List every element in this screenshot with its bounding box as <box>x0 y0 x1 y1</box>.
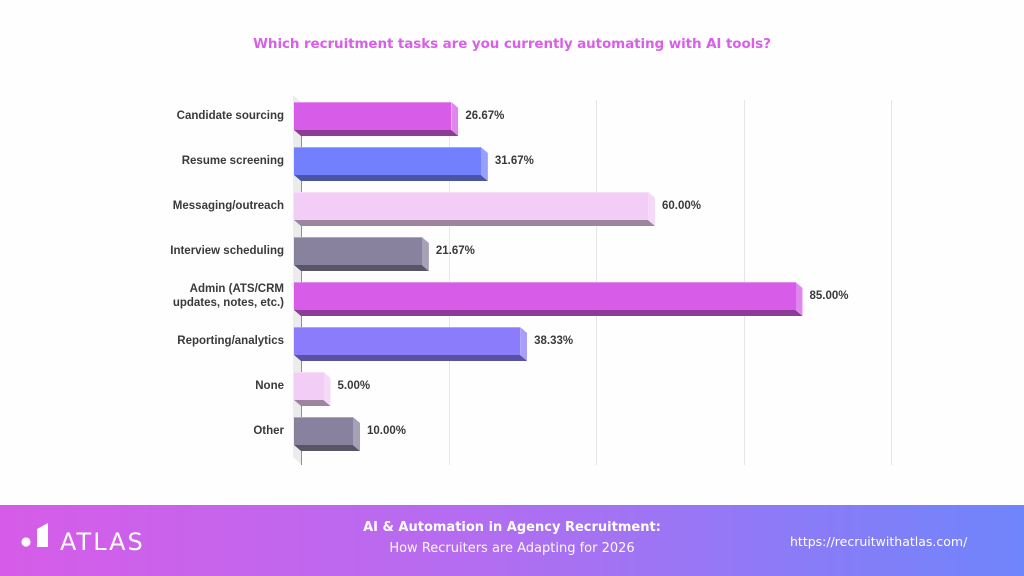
category-label: Other <box>253 425 284 437</box>
atlas-logo-icon <box>21 523 48 547</box>
value-label: 60.00% <box>662 200 702 212</box>
category-label: Interview scheduling <box>170 245 284 257</box>
bar-side-face <box>353 417 360 451</box>
bar-side-face <box>480 147 488 181</box>
brand-name: ATLAS <box>60 528 145 556</box>
bar <box>294 237 429 271</box>
bar-front-face <box>294 417 353 445</box>
bar-side-face <box>421 237 429 271</box>
report-title: AI & Automation in Agency Recruitment: <box>363 520 661 535</box>
bar <box>294 147 488 181</box>
bar-side-face <box>648 192 655 226</box>
bar-bottom-face <box>294 175 488 181</box>
bar-front-face <box>294 192 648 220</box>
category-label: Messaging/outreach <box>172 200 284 212</box>
bar-side-face <box>451 102 459 136</box>
value-label: 31.67% <box>494 155 534 167</box>
category-label: Reporting/analytics <box>177 335 284 347</box>
bar-bottom-face <box>294 220 655 226</box>
chart-side-wall <box>293 95 302 465</box>
bar-bottom-face <box>294 265 429 271</box>
category-label: Candidate sourcing <box>176 110 284 122</box>
bar-bottom-face <box>294 310 803 316</box>
bar-front-face <box>294 147 481 175</box>
value-label: 26.67% <box>465 110 505 122</box>
category-label: None <box>255 380 284 392</box>
bar <box>294 372 331 406</box>
value-label: 85.00% <box>809 290 849 302</box>
bar-bottom-face <box>294 355 527 361</box>
bar-front-face <box>294 372 324 400</box>
bar <box>294 192 655 226</box>
bar-front-face <box>294 282 796 310</box>
bar-bottom-face <box>294 130 458 136</box>
bar <box>294 102 459 136</box>
bar-front-face <box>294 237 422 265</box>
bar <box>294 417 360 451</box>
bar-bottom-face <box>294 400 331 406</box>
value-label: 10.00% <box>367 425 407 437</box>
category-label: Resume screening <box>181 155 284 167</box>
bar-side-face <box>520 327 528 361</box>
bar-front-face <box>294 102 452 130</box>
report-subtitle: How Recruiters are Adapting for 2026 <box>389 541 635 556</box>
bar-front-face <box>294 327 521 355</box>
footer-banner <box>0 505 1024 576</box>
value-label: 21.67% <box>435 245 475 257</box>
bar-chart: Candidate sourcing 26.67% Resume screening… <box>170 0 892 465</box>
bar <box>294 282 803 316</box>
bar-side-face <box>795 282 803 316</box>
value-label: 38.33% <box>534 335 574 347</box>
gridline <box>891 100 892 465</box>
website-link[interactable]: https://recruitwithatlas.com/ <box>790 534 968 549</box>
bar <box>294 327 528 361</box>
value-label: 5.00% <box>337 380 371 392</box>
category-label: Admin (ATS/CRM updates, notes, etc.) <box>172 283 284 309</box>
bar-side-face <box>323 372 331 406</box>
chart-title: Which recruitment tasks are you currentl… <box>253 36 771 52</box>
bar-bottom-face <box>294 445 360 451</box>
